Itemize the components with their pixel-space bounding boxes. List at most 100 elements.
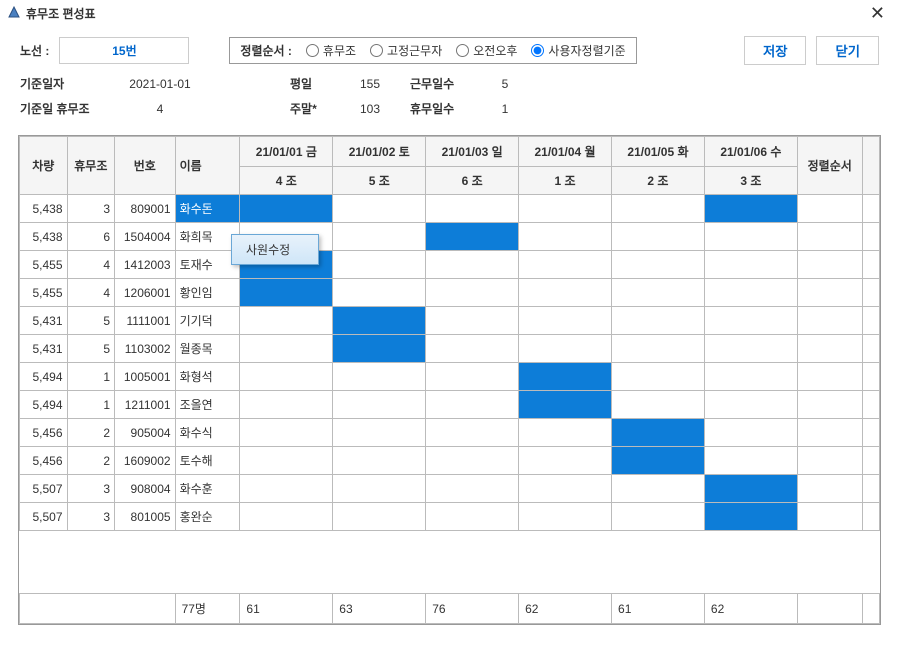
table-row[interactable]: 5,45621609002토수해 <box>20 447 880 475</box>
cell-num[interactable]: 801005 <box>115 503 176 531</box>
cell-name[interactable]: 화형석 <box>175 363 240 391</box>
cell-sort[interactable] <box>797 363 862 391</box>
cell-date[interactable] <box>333 307 426 335</box>
cell-date[interactable] <box>704 223 797 251</box>
cell-date[interactable] <box>333 363 426 391</box>
cell-car[interactable]: 5,494 <box>20 391 68 419</box>
cell-group[interactable]: 3 <box>67 475 115 503</box>
cell-group[interactable]: 5 <box>67 307 115 335</box>
cell-name[interactable]: 황인임 <box>175 279 240 307</box>
cell-num[interactable]: 1412003 <box>115 251 176 279</box>
cell-date[interactable] <box>612 223 705 251</box>
cell-date[interactable] <box>704 447 797 475</box>
cell-car[interactable]: 5,456 <box>20 419 68 447</box>
cell-sort[interactable] <box>797 223 862 251</box>
sort-option-0[interactable]: 휴무조 <box>306 42 356 59</box>
cell-car[interactable]: 5,431 <box>20 335 68 363</box>
cell-date[interactable] <box>519 335 612 363</box>
cell-date[interactable] <box>240 195 333 223</box>
cell-num[interactable]: 1504004 <box>115 223 176 251</box>
cell-date[interactable] <box>519 363 612 391</box>
sort-option-1[interactable]: 고정근무자 <box>370 42 442 59</box>
col-car[interactable]: 차량 <box>20 137 68 195</box>
cell-car[interactable]: 5,494 <box>20 363 68 391</box>
cell-date[interactable] <box>612 447 705 475</box>
col-date-0[interactable]: 21/01/01 금 <box>240 137 333 167</box>
cell-date[interactable] <box>519 279 612 307</box>
cell-date[interactable] <box>519 447 612 475</box>
cell-date[interactable] <box>426 279 519 307</box>
cell-num[interactable]: 1103002 <box>115 335 176 363</box>
cell-car[interactable]: 5,507 <box>20 503 68 531</box>
cell-car[interactable]: 5,438 <box>20 223 68 251</box>
cell-sort[interactable] <box>797 475 862 503</box>
cell-car[interactable]: 5,456 <box>20 447 68 475</box>
cell-date[interactable] <box>612 475 705 503</box>
cell-num[interactable]: 809001 <box>115 195 176 223</box>
cell-sort[interactable] <box>797 391 862 419</box>
cell-name[interactable]: 월종목 <box>175 335 240 363</box>
cell-date[interactable] <box>240 447 333 475</box>
cell-date[interactable] <box>704 251 797 279</box>
cell-date[interactable] <box>426 335 519 363</box>
cell-name[interactable]: 토수해 <box>175 447 240 475</box>
cell-sort[interactable] <box>797 447 862 475</box>
cell-name[interactable]: 기기덕 <box>175 307 240 335</box>
cell-date[interactable] <box>333 475 426 503</box>
cell-date[interactable] <box>426 251 519 279</box>
grid-scroll[interactable]: 차량 휴무조 번호 이름 21/01/01 금 21/01/02 토 21/01… <box>19 136 880 593</box>
cell-date[interactable] <box>426 363 519 391</box>
cell-date[interactable] <box>519 195 612 223</box>
cell-date[interactable] <box>612 363 705 391</box>
cell-group[interactable]: 1 <box>67 391 115 419</box>
cell-group[interactable]: 6 <box>67 223 115 251</box>
cell-num[interactable]: 1206001 <box>115 279 176 307</box>
cell-name[interactable]: 조올연 <box>175 391 240 419</box>
cell-name[interactable]: 홍완순 <box>175 503 240 531</box>
table-row[interactable]: 5,43861504004화희목 <box>20 223 880 251</box>
cell-date[interactable] <box>519 419 612 447</box>
col-date-4[interactable]: 21/01/05 화 <box>612 137 705 167</box>
cell-date[interactable] <box>426 447 519 475</box>
cell-date[interactable] <box>704 419 797 447</box>
cell-date[interactable] <box>519 503 612 531</box>
sort-option-2[interactable]: 오전오후 <box>456 42 517 59</box>
cell-car[interactable]: 5,507 <box>20 475 68 503</box>
cell-car[interactable]: 5,455 <box>20 251 68 279</box>
cell-date[interactable] <box>333 447 426 475</box>
cell-date[interactable] <box>426 223 519 251</box>
cell-date[interactable] <box>704 503 797 531</box>
table-row[interactable]: 5,4383809001화수돈 <box>20 195 880 223</box>
cell-sort[interactable] <box>797 279 862 307</box>
cell-date[interactable] <box>612 307 705 335</box>
save-button[interactable]: 저장 <box>744 36 807 65</box>
cell-date[interactable] <box>612 195 705 223</box>
col-date-2[interactable]: 21/01/03 일 <box>426 137 519 167</box>
col-date-1[interactable]: 21/01/02 토 <box>333 137 426 167</box>
col-date-5[interactable]: 21/01/06 수 <box>704 137 797 167</box>
cell-num[interactable]: 1111001 <box>115 307 176 335</box>
table-row[interactable]: 5,49411211001조올연 <box>20 391 880 419</box>
cell-sort[interactable] <box>797 251 862 279</box>
col-group[interactable]: 휴무조 <box>67 137 115 195</box>
cell-group[interactable]: 2 <box>67 419 115 447</box>
cell-date[interactable] <box>426 503 519 531</box>
cell-group[interactable]: 4 <box>67 251 115 279</box>
cell-date[interactable] <box>426 195 519 223</box>
route-button[interactable]: 15번 <box>59 37 189 64</box>
table-row[interactable]: 5,45541412003토재수 <box>20 251 880 279</box>
cell-date[interactable] <box>612 391 705 419</box>
cell-date[interactable] <box>333 391 426 419</box>
sort-option-3[interactable]: 사용자정렬기준 <box>531 42 625 59</box>
cell-date[interactable] <box>704 475 797 503</box>
cell-date[interactable] <box>519 307 612 335</box>
col-sort[interactable]: 정렬순서 <box>797 137 862 195</box>
cell-car[interactable]: 5,455 <box>20 279 68 307</box>
cell-num[interactable]: 1005001 <box>115 363 176 391</box>
cell-date[interactable] <box>704 307 797 335</box>
cell-date[interactable] <box>240 307 333 335</box>
cell-date[interactable] <box>612 335 705 363</box>
col-name[interactable]: 이름 <box>175 137 240 195</box>
cell-date[interactable] <box>704 391 797 419</box>
cell-date[interactable] <box>333 279 426 307</box>
